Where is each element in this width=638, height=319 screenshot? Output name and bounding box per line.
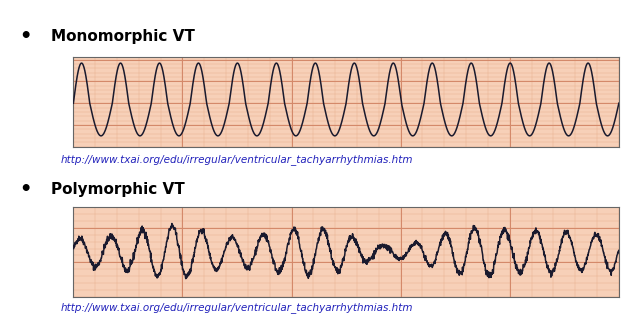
Text: •: • (19, 27, 31, 46)
Text: •: • (19, 180, 31, 199)
Text: http://www.txai.org/edu/irregular/ventricular_tachyarrhythmias.htm: http://www.txai.org/edu/irregular/ventri… (61, 302, 413, 313)
Text: Monomorphic VT: Monomorphic VT (52, 29, 195, 44)
Text: http://www.txai.org/edu/irregular/ventricular_tachyarrhythmias.htm: http://www.txai.org/edu/irregular/ventri… (61, 154, 413, 165)
Text: Polymorphic VT: Polymorphic VT (52, 182, 185, 197)
